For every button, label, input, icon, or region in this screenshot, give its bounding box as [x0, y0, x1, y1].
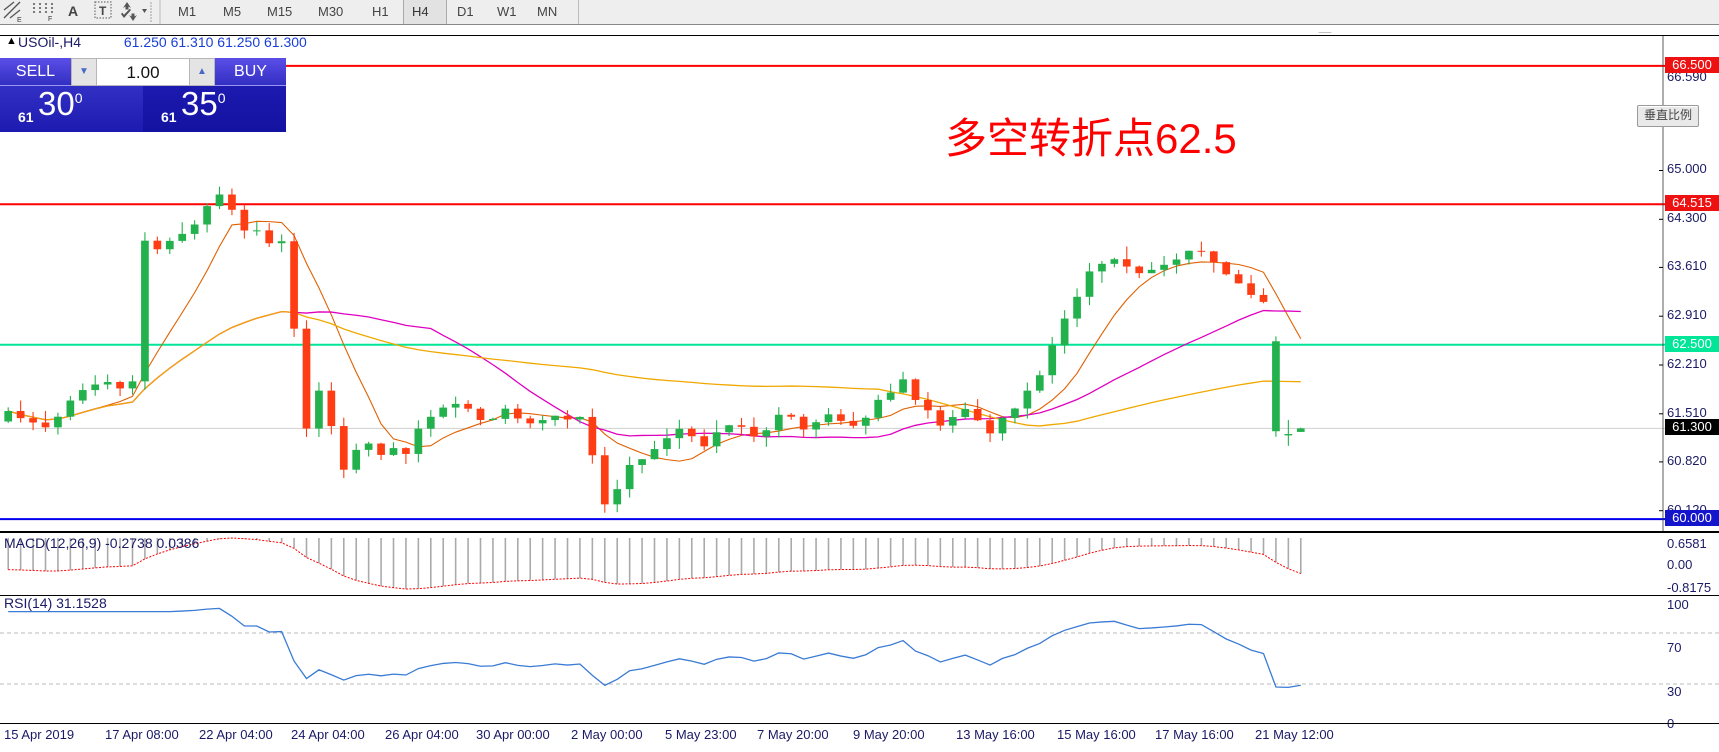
- svg-text:F: F: [48, 16, 52, 23]
- svg-text:T: T: [99, 4, 107, 18]
- svg-text:A: A: [68, 3, 78, 19]
- svg-text:E: E: [17, 17, 22, 24]
- svg-text:多空转折点62.5: 多空转折点62.5: [945, 115, 1237, 162]
